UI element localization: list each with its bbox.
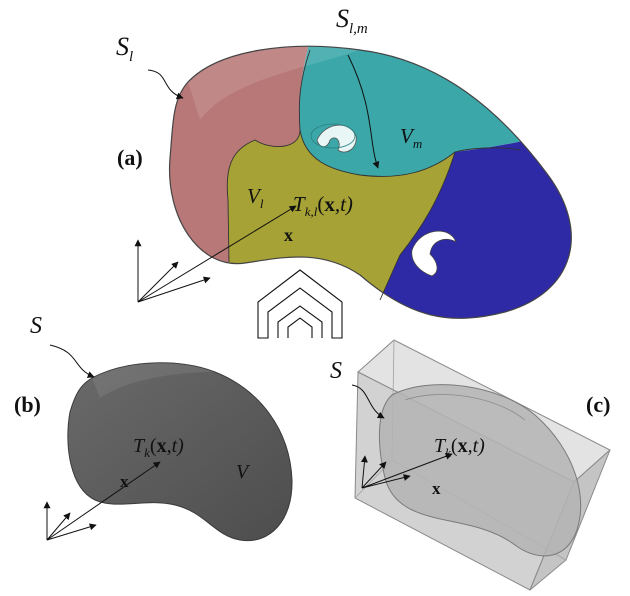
panel-tag-c: (c) (586, 392, 610, 417)
position-label-b: x (120, 472, 129, 491)
volume-label-m: Vm (400, 124, 422, 151)
axes-a (134, 205, 297, 303)
leader-interface-a (347, 54, 380, 169)
panel-a: Sl Sl,m (a) Vm Vl Tk,l(x,t) x (116, 4, 572, 319)
surface-label-c: S (330, 358, 342, 384)
panel-tag-a: (a) (117, 145, 143, 170)
position-vector-a (137, 205, 297, 303)
kidney-solid-c (379, 384, 582, 557)
axes-b (43, 461, 161, 541)
volume-label-b: V (236, 461, 251, 483)
kidney-outline (168, 45, 572, 319)
split-symbol (257, 269, 343, 339)
hole-blue (411, 230, 457, 277)
kidney-solid-b (67, 362, 293, 542)
position-label-c: x (432, 479, 441, 498)
interface-label-a: Sl,m (336, 4, 368, 37)
temperature-label-b: Tk(x,t) (133, 435, 184, 460)
axes-c (360, 452, 453, 489)
region-pink (169, 46, 310, 280)
surface-label-a: Sl (116, 32, 133, 65)
region-blue (370, 120, 572, 319)
temperature-label-a: Tk,l(x,t) (293, 192, 353, 219)
kidney-partitioned (169, 46, 572, 319)
temperature-label-c: Tk(x,t) (434, 435, 485, 460)
panel-c: S (c) Tk(x,t) x (330, 339, 611, 591)
leader-surface-c (351, 384, 385, 419)
leader-surface-b (49, 344, 95, 378)
position-vector-c (361, 452, 453, 489)
position-label-a: x (284, 225, 293, 245)
leader-surface-a (147, 69, 184, 100)
panel-tag-b: (b) (14, 392, 41, 417)
position-vector-b (46, 461, 161, 541)
surface-label-b: S (30, 313, 42, 339)
panel-b: S (b) Tk(x,t) V x (14, 313, 293, 542)
volume-label-l: Vl (247, 184, 264, 211)
